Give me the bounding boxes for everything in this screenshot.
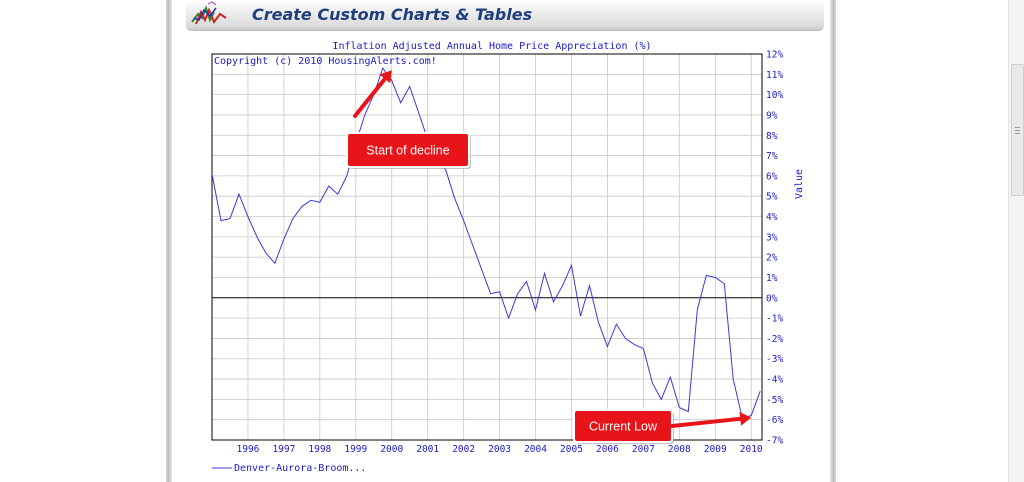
y-tick-label: 2% [766,253,778,264]
x-tick-label: 2006 [596,444,619,455]
y-tick-label: -6% [766,415,783,426]
copyright-text: Copyright (c) 2010 HousingAlerts.com! [214,56,437,67]
x-tick-label: 2009 [704,444,727,455]
y-tick-label: -1% [766,314,783,325]
page-border-left [166,0,172,482]
y-tick-label: -4% [766,375,783,386]
x-tick-label: 2007 [632,444,655,455]
x-tick-label: 2002 [452,444,475,455]
y-tick-label: 9% [766,110,778,121]
chart-title: Inflation Adjusted Annual Home Price App… [332,41,651,52]
x-tick-label: 2003 [488,444,511,455]
y-tick-label: 8% [766,131,778,142]
page-border-right [830,0,836,482]
y-tick-label: 0% [766,293,778,304]
annotation-start-of-decline-text: Start of decline [366,144,449,158]
x-tick-label: 2005 [560,444,583,455]
series-line [211,67,761,419]
y-tick-label: 7% [766,151,778,162]
plot-frame [211,53,763,441]
x-tick-label: 2000 [380,444,403,455]
x-tick-label: 1999 [344,444,367,455]
left-gutter [0,0,166,482]
y-tick-label: -2% [766,334,783,345]
y-tick-label: 12% [766,50,783,61]
annotation-start-of-decline-box [346,132,470,168]
y-tick-label: -5% [766,395,783,406]
y-tick-label: 5% [766,192,778,203]
y-tick-label: 1% [766,273,778,284]
legend-label: Denver-Aurora-Broom... [234,463,366,474]
x-tick-label: 1997 [272,444,295,455]
y-tick-label: 4% [766,212,778,223]
x-tick-label: 2008 [668,444,691,455]
annotation-current-low-arrow [670,416,743,428]
header-bar [186,2,824,31]
y-tick-label: 6% [766,171,778,182]
annotation-start-of-decline-arrowhead [379,70,392,84]
annotation-current-low-text: Current Low [589,420,658,434]
y-tick-label: 10% [766,90,783,101]
page-title[interactable]: Create Custom Charts & Tables [252,5,533,24]
y-axis-label: Value [794,169,805,199]
y-tick-label: -3% [766,354,783,365]
x-tick-label: 2004 [524,444,547,455]
y-tick-label: 11% [766,70,783,81]
annotation-start-of-decline-arrow [353,76,387,118]
scrollbar-thumb[interactable] [1011,64,1024,196]
chart-logo-icon [191,1,227,25]
x-tick-label: 1998 [308,444,331,455]
y-tick-label: -7% [766,436,783,447]
x-tick-label: 1996 [237,444,260,455]
x-tick-label: 2001 [416,444,439,455]
annotation-current-low-arrowhead [739,411,752,426]
x-tick-label: 2010 [740,444,763,455]
y-tick-label: 3% [766,232,778,243]
